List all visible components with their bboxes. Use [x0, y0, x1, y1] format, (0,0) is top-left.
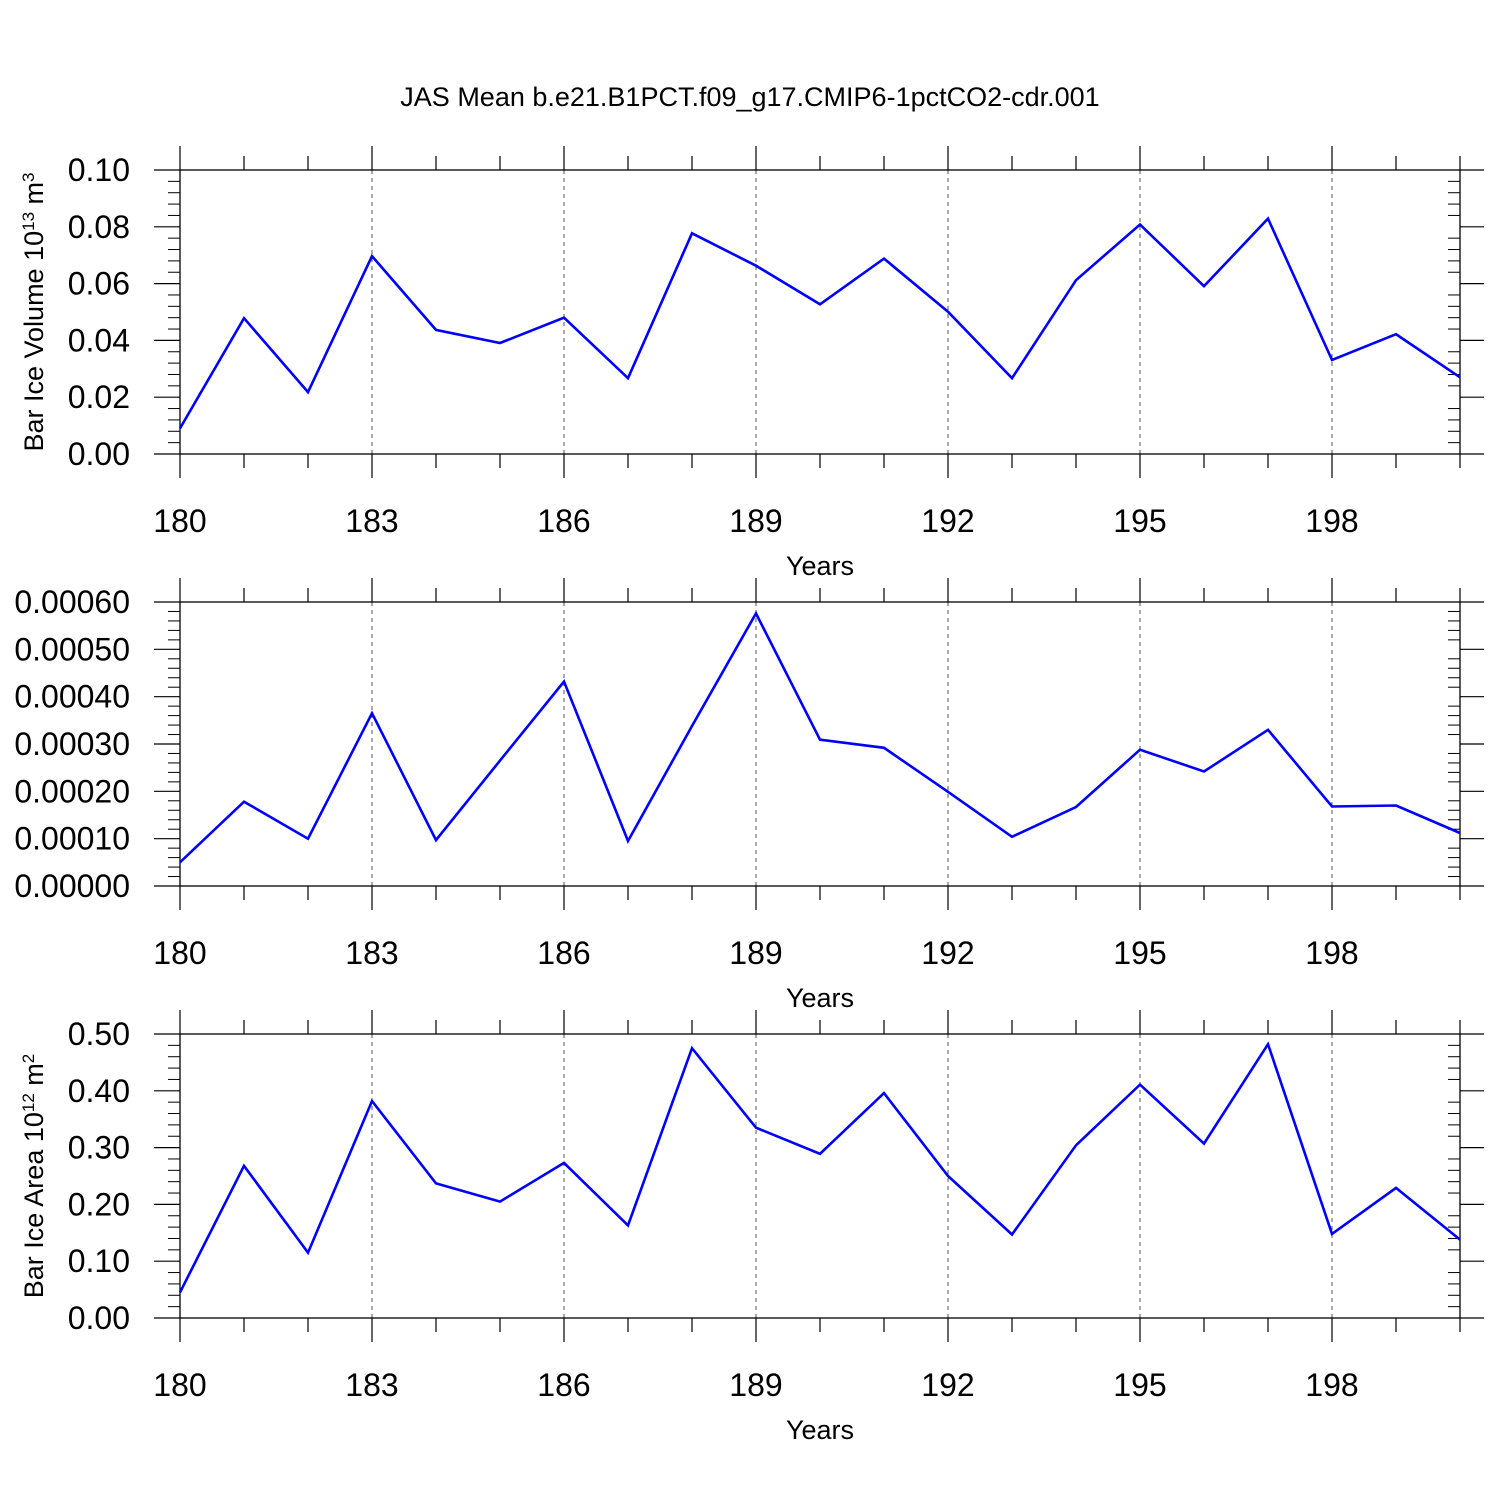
x-tick-label: 192	[921, 1367, 974, 1403]
y-tick-label: 0.00050	[14, 631, 130, 667]
x-tick-label: 192	[921, 935, 974, 971]
figure-title: JAS Mean b.e21.B1PCT.f09_g17.CMIP6-1pctC…	[400, 82, 1099, 112]
y-axis-label: Bar Ice Volume 1013 m3	[19, 172, 50, 451]
series-line	[178, 1041, 1461, 1293]
y-tick-label: 0.08	[68, 209, 130, 245]
x-tick-label: 192	[921, 503, 974, 539]
x-tick-label: 195	[1113, 503, 1166, 539]
panels: 0.00 0.02 0.04 0.06 0.08 0.10 180 183 186 189 192 1…	[14, 146, 1484, 1445]
y-tick-label: 0.04	[68, 322, 130, 358]
x-tick-label: 198	[1305, 1367, 1358, 1403]
chart-panel-1: 0.00 0.02 0.04 0.06 0.08 0.10 180 183 186 189 192 1…	[19, 146, 1484, 581]
x-tick-label: 183	[345, 935, 398, 971]
y-tick-label: 0.00020	[14, 773, 130, 809]
x-axis-label: Years	[786, 1415, 854, 1445]
x-tick-label: 195	[1113, 935, 1166, 971]
chart-panel-3: 0.00 0.10 0.20 0.30 0.40 0.50 180 183 186 189 192 1…	[19, 1010, 1484, 1445]
chart-panel-2: 0.00000 0.00010 0.00020 0.00030 0.00040 0.000…	[14, 578, 1484, 1013]
y-tick-label: 0.06	[68, 266, 130, 302]
x-tick-label: 189	[729, 503, 782, 539]
y-tick-label: 0.00	[68, 1300, 130, 1336]
series-line	[179, 610, 1461, 864]
x-tick-label: 189	[729, 1367, 782, 1403]
y-tick-label: 0.00	[68, 436, 130, 472]
y-tick-label: 0.00030	[14, 726, 130, 762]
y-tick-label: 0.00010	[14, 821, 130, 857]
x-tick-label: 183	[345, 1367, 398, 1403]
y-tick-label: 0.30	[68, 1130, 130, 1166]
y-axis-label: Bar Ice Area 1012 m2	[19, 1054, 50, 1299]
y-tick-label: 0.00060	[14, 584, 130, 620]
y-tick-label: 0.40	[68, 1073, 130, 1109]
y-tick-label: 0.50	[68, 1016, 130, 1052]
x-tick-label: 195	[1113, 1367, 1166, 1403]
y-tick-label: 0.10	[68, 152, 130, 188]
x-tick-label: 198	[1305, 935, 1358, 971]
x-tick-label: 180	[153, 503, 206, 539]
series-line	[178, 216, 1461, 430]
x-tick-label: 198	[1305, 503, 1358, 539]
y-tick-label: 0.00000	[14, 868, 130, 904]
x-tick-label: 183	[345, 503, 398, 539]
x-tick-label: 180	[153, 1367, 206, 1403]
x-tick-label: 180	[153, 935, 206, 971]
y-tick-label: 0.10	[68, 1243, 130, 1279]
x-tick-label: 186	[537, 935, 590, 971]
x-tick-label: 189	[729, 935, 782, 971]
y-tick-label: 0.02	[68, 379, 130, 415]
x-tick-label: 186	[537, 1367, 590, 1403]
x-tick-label: 186	[537, 503, 590, 539]
y-tick-label: 0.00040	[14, 679, 130, 715]
x-axis-label: Years	[786, 983, 854, 1013]
x-axis-label: Years	[786, 551, 854, 581]
y-tick-label: 0.20	[68, 1186, 130, 1222]
